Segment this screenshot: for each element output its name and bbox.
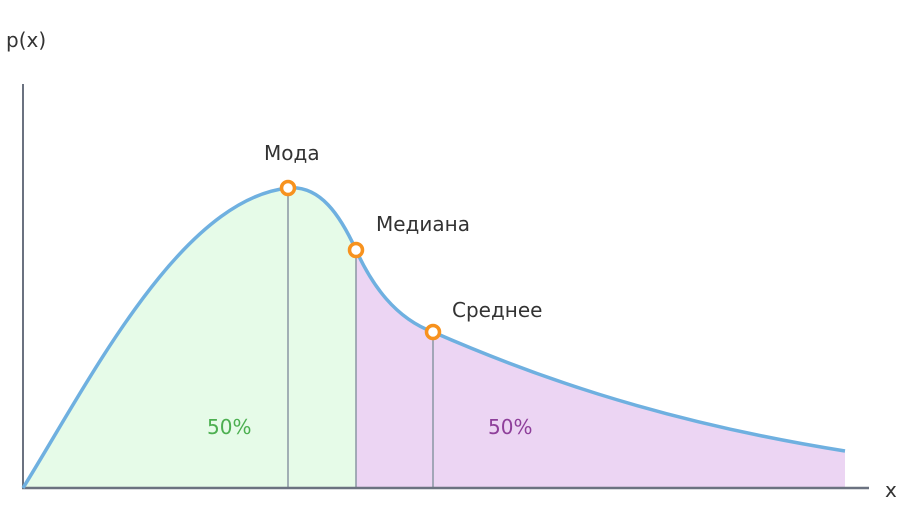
x-axis-label: x: [885, 478, 897, 502]
mode-marker: [279, 179, 297, 197]
median-label: Медиана: [376, 212, 470, 236]
right-area-fill: [356, 250, 845, 488]
y-axis-label: p(x): [6, 28, 46, 52]
left-area-percent: 50%: [207, 415, 251, 439]
mean-marker: [424, 323, 442, 341]
right-area-percent: 50%: [488, 415, 532, 439]
mode-label: Мода: [264, 141, 320, 165]
median-marker: [347, 241, 365, 259]
left-area-fill: [23, 187, 356, 489]
mean-label: Среднее: [452, 298, 542, 322]
